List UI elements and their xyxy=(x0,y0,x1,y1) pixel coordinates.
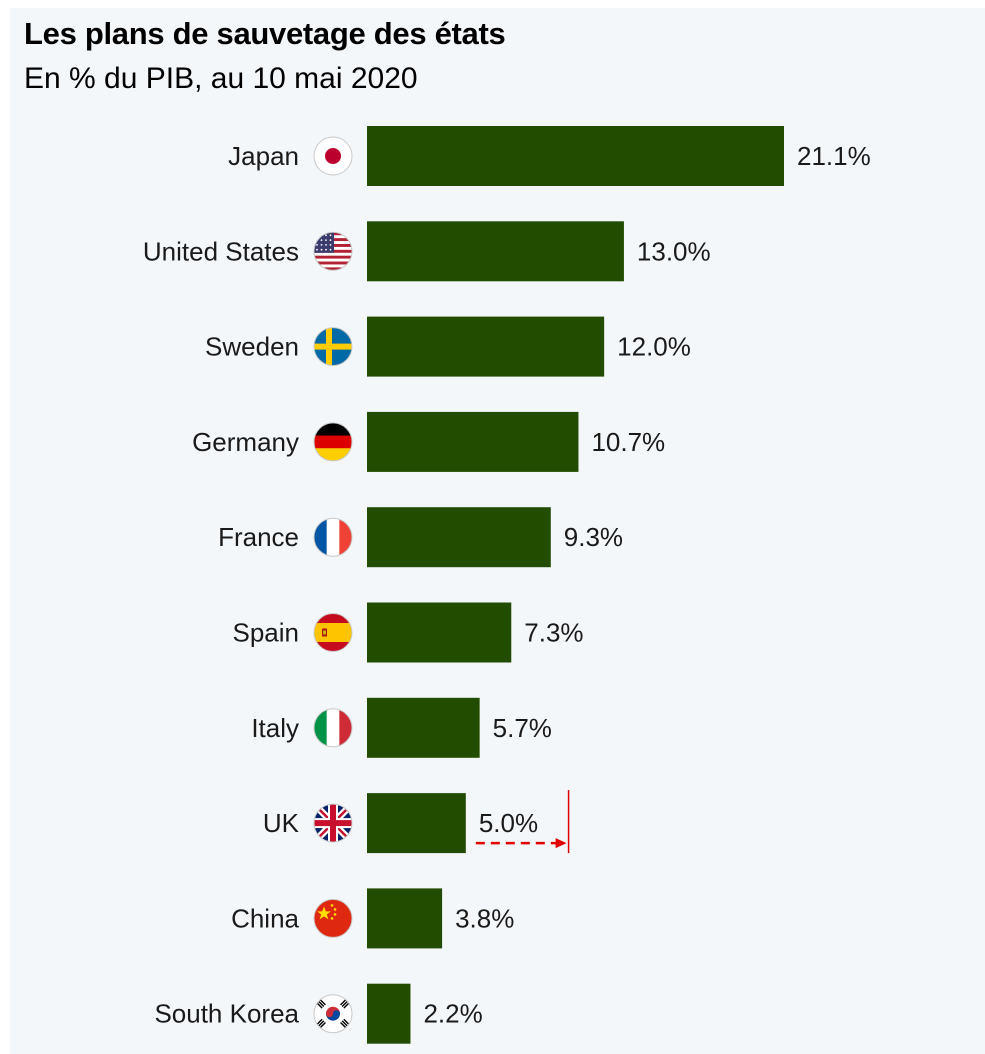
category-label: China xyxy=(231,903,299,933)
japan-flag-icon xyxy=(313,136,353,176)
chart-subtitle: En % du PIB, au 10 mai 2020 xyxy=(24,62,418,95)
value-label: 9.3% xyxy=(564,522,623,552)
bar-row: Spain 7.3% xyxy=(233,602,584,663)
category-label: South Korea xyxy=(154,999,299,1029)
bar xyxy=(367,602,512,663)
value-label: 3.8% xyxy=(455,903,514,933)
chart-title: Les plans de sauvetage des états xyxy=(24,16,506,51)
annotation-arrow xyxy=(475,838,567,849)
category-label: Italy xyxy=(251,713,299,743)
germany-flag-icon xyxy=(313,422,353,462)
value-label: 5.7% xyxy=(493,713,552,743)
sweden-flag-icon xyxy=(313,327,353,367)
value-label: 7.3% xyxy=(524,618,583,648)
bar-row: Sweden 12.0% xyxy=(205,316,691,377)
bar-row: UK 5.0% xyxy=(263,793,538,854)
value-label: 12.0% xyxy=(617,332,691,362)
usa-flag-icon xyxy=(313,231,353,271)
value-label: 13.0% xyxy=(637,236,711,266)
value-label: 21.1% xyxy=(797,141,871,171)
category-label: Germany xyxy=(192,427,299,457)
bar xyxy=(367,888,443,949)
category-label: Sweden xyxy=(205,332,299,362)
bar xyxy=(367,126,784,186)
value-label: 5.0% xyxy=(479,808,538,838)
category-label: United States xyxy=(143,236,299,266)
category-label: UK xyxy=(263,808,300,838)
italy-flag-icon xyxy=(313,708,353,748)
south-korea-flag-icon xyxy=(313,994,353,1034)
category-label: France xyxy=(218,522,299,552)
category-label: Spain xyxy=(233,618,300,648)
bar-row: China 3.8% xyxy=(231,888,514,949)
value-label: 10.7% xyxy=(591,427,665,457)
bar-row: United States 13.0% xyxy=(143,221,711,282)
uk-flag-icon xyxy=(313,803,353,843)
bar-row: Germany 10.7% xyxy=(192,411,665,472)
china-flag-icon xyxy=(313,898,353,938)
bar xyxy=(367,697,480,758)
spain-flag-icon xyxy=(313,613,353,652)
france-flag-icon xyxy=(313,517,353,557)
bar-row: Japan 21.1% xyxy=(228,126,871,186)
bar xyxy=(367,221,624,282)
bar xyxy=(367,316,605,377)
category-label: Japan xyxy=(228,141,299,171)
bar-row: Italy 5.7% xyxy=(251,697,552,758)
bar xyxy=(367,793,466,854)
bar xyxy=(367,983,411,1044)
bar xyxy=(367,507,551,568)
bar xyxy=(367,411,579,472)
bar-row: South Korea 2.2% xyxy=(154,983,483,1044)
bar-row: France 9.3% xyxy=(218,507,623,568)
value-label: 2.2% xyxy=(423,999,482,1029)
